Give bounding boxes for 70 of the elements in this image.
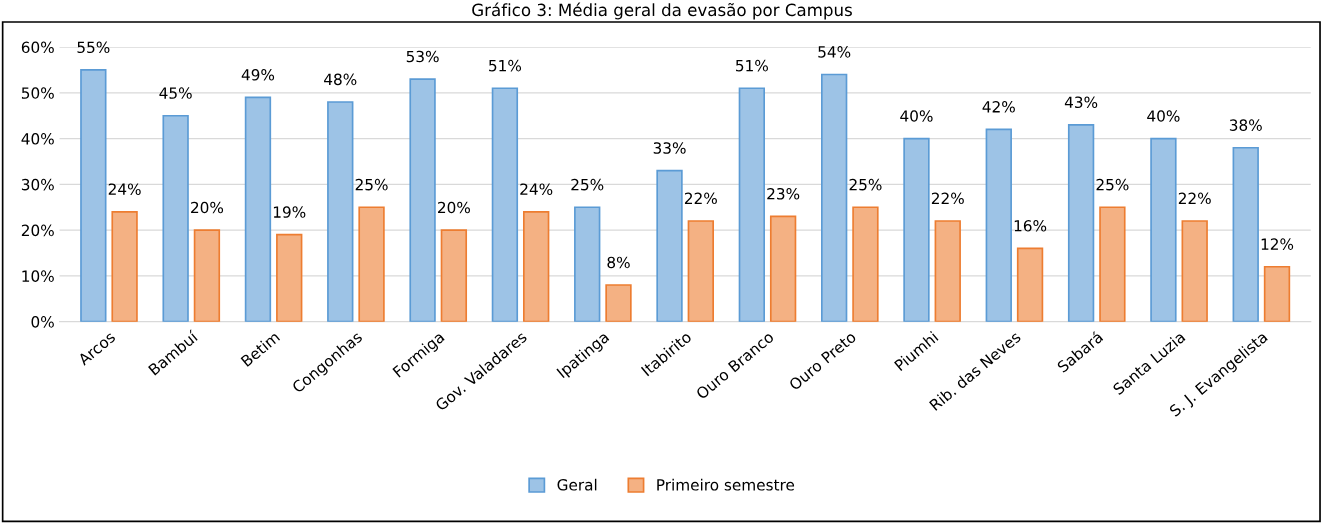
y-tick-label: 60%: [21, 41, 54, 54]
bar: [80, 69, 107, 322]
data-label: 22%: [684, 192, 717, 205]
y-tick-label: 50%: [21, 87, 54, 99]
data-label: 16%: [1014, 220, 1047, 232]
bar: [1150, 137, 1177, 322]
bar: [687, 220, 714, 322]
bar: [574, 206, 601, 322]
data-label: 12%: [1261, 238, 1294, 250]
data-label: 20%: [191, 201, 224, 214]
data-label: 25%: [571, 178, 604, 191]
bar: [1099, 206, 1126, 322]
bar: [769, 215, 797, 322]
data-label: 40%: [1147, 110, 1180, 122]
y-tick-label: 40%: [21, 133, 54, 145]
data-label: 49%: [241, 69, 275, 81]
bar: [820, 73, 848, 322]
bar: [738, 87, 766, 322]
data-label: 45%: [159, 87, 192, 99]
data-label: 55%: [77, 41, 110, 54]
bar: [934, 220, 961, 322]
data-label: 25%: [849, 178, 882, 191]
bar: [605, 284, 632, 322]
y-tick-label: 10%: [22, 270, 54, 282]
bar: [440, 229, 468, 322]
data-label: 51%: [489, 59, 522, 72]
bar: [162, 114, 189, 322]
bar: [985, 128, 1012, 322]
bar: [358, 206, 385, 322]
data-label: 24%: [108, 183, 141, 195]
y-tick-label: 20%: [21, 224, 54, 237]
bar: [656, 169, 683, 322]
bar: [1067, 124, 1095, 322]
data-label: 22%: [1178, 192, 1211, 205]
data-label: 40%: [900, 110, 933, 122]
legend-label: Geral: [557, 478, 597, 491]
data-label: 48%: [324, 73, 357, 86]
y-tick-label: 30%: [21, 178, 54, 191]
data-label: 22%: [931, 192, 964, 205]
bar: [409, 78, 436, 322]
data-label: 23%: [767, 187, 800, 200]
data-label: 54%: [818, 46, 851, 58]
bar: [491, 87, 519, 322]
legend-label: Primeiro semestre: [657, 478, 795, 491]
bar: [193, 229, 221, 322]
bar: [276, 233, 303, 322]
bar: [1263, 265, 1291, 322]
bar: [244, 96, 272, 322]
bar: [522, 210, 550, 322]
data-label: 24%: [520, 183, 553, 195]
data-label: 51%: [736, 59, 768, 72]
bar: [1232, 146, 1259, 322]
chart-title: Gráfico 3: Média geral da evasão por Campus: [472, 2, 852, 20]
bar: [903, 137, 930, 322]
bar: [111, 210, 138, 322]
data-label: 20%: [438, 201, 470, 214]
bar: [1016, 247, 1044, 322]
data-label: 38%: [1229, 119, 1262, 131]
data-label: 8%: [607, 256, 630, 269]
data-label: 25%: [355, 178, 388, 191]
data-label: 33%: [653, 142, 686, 154]
data-label: 42%: [982, 101, 1015, 113]
data-label: 19%: [273, 206, 306, 218]
data-label: 53%: [406, 50, 439, 63]
bar: [852, 206, 879, 322]
bar: [327, 101, 354, 322]
data-label: 43%: [1064, 96, 1098, 109]
bar: [1181, 220, 1208, 322]
data-label: 25%: [1096, 178, 1129, 191]
y-tick-label: 0%: [31, 316, 54, 328]
